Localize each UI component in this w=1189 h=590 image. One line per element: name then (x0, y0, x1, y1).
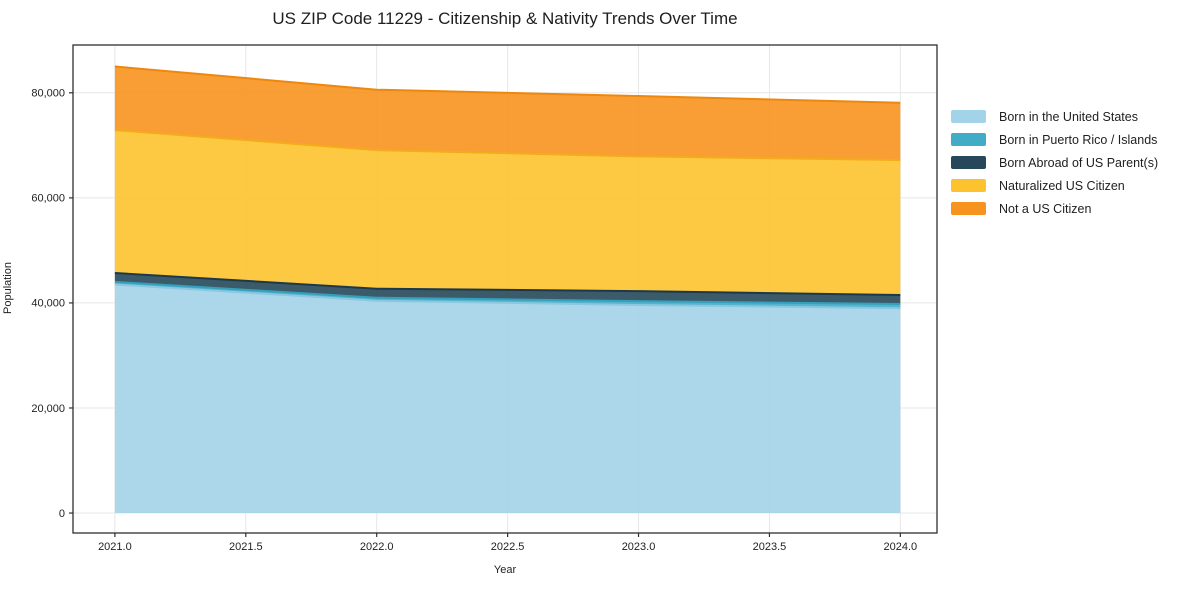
x-tick-label: 2022.5 (491, 541, 525, 553)
legend-label: Naturalized US Citizen (999, 178, 1125, 193)
x-tick-label: 2021.0 (98, 541, 132, 553)
y-tick-label: 60,000 (31, 193, 65, 205)
legend-label: Born in Puerto Rico / Islands (999, 132, 1158, 147)
chart-title: US ZIP Code 11229 - Citizenship & Nativi… (272, 9, 738, 28)
legend-swatch-puerto-rico (951, 133, 986, 146)
legend-label: Born in the United States (999, 109, 1138, 124)
legend-label: Born Abroad of US Parent(s) (999, 155, 1159, 170)
y-axis-label: Population (2, 262, 14, 314)
legend-swatch-naturalized (951, 179, 986, 192)
y-tick-label: 20,000 (31, 403, 65, 415)
x-tick-label: 2022.0 (360, 541, 394, 553)
legend-swatch-born-abroad (951, 156, 986, 169)
legend-item: Not a US Citizen (951, 197, 1158, 220)
y-tick-label: 80,000 (31, 88, 65, 100)
legend-label: Not a US Citizen (999, 201, 1092, 216)
legend-swatch-not-citizen (951, 202, 986, 215)
legend-item: Born Abroad of US Parent(s) (951, 151, 1158, 174)
legend-item: Born in the United States (951, 105, 1158, 128)
legend-item: Naturalized US Citizen (951, 174, 1158, 197)
legend-item: Born in Puerto Rico / Islands (951, 128, 1158, 151)
x-axis-label: Year (493, 564, 517, 576)
x-tick-label: 2021.5 (229, 541, 263, 553)
x-tick-label: 2023.5 (753, 541, 787, 553)
legend-swatch-born-us (951, 110, 986, 123)
legend: Born in the United States Born in Puerto… (951, 105, 1158, 220)
y-tick-label: 0 (59, 508, 65, 520)
y-tick-label: 40,000 (31, 298, 65, 310)
x-tick-label: 2023.0 (622, 541, 656, 553)
x-tick-label: 2024.0 (884, 541, 918, 553)
